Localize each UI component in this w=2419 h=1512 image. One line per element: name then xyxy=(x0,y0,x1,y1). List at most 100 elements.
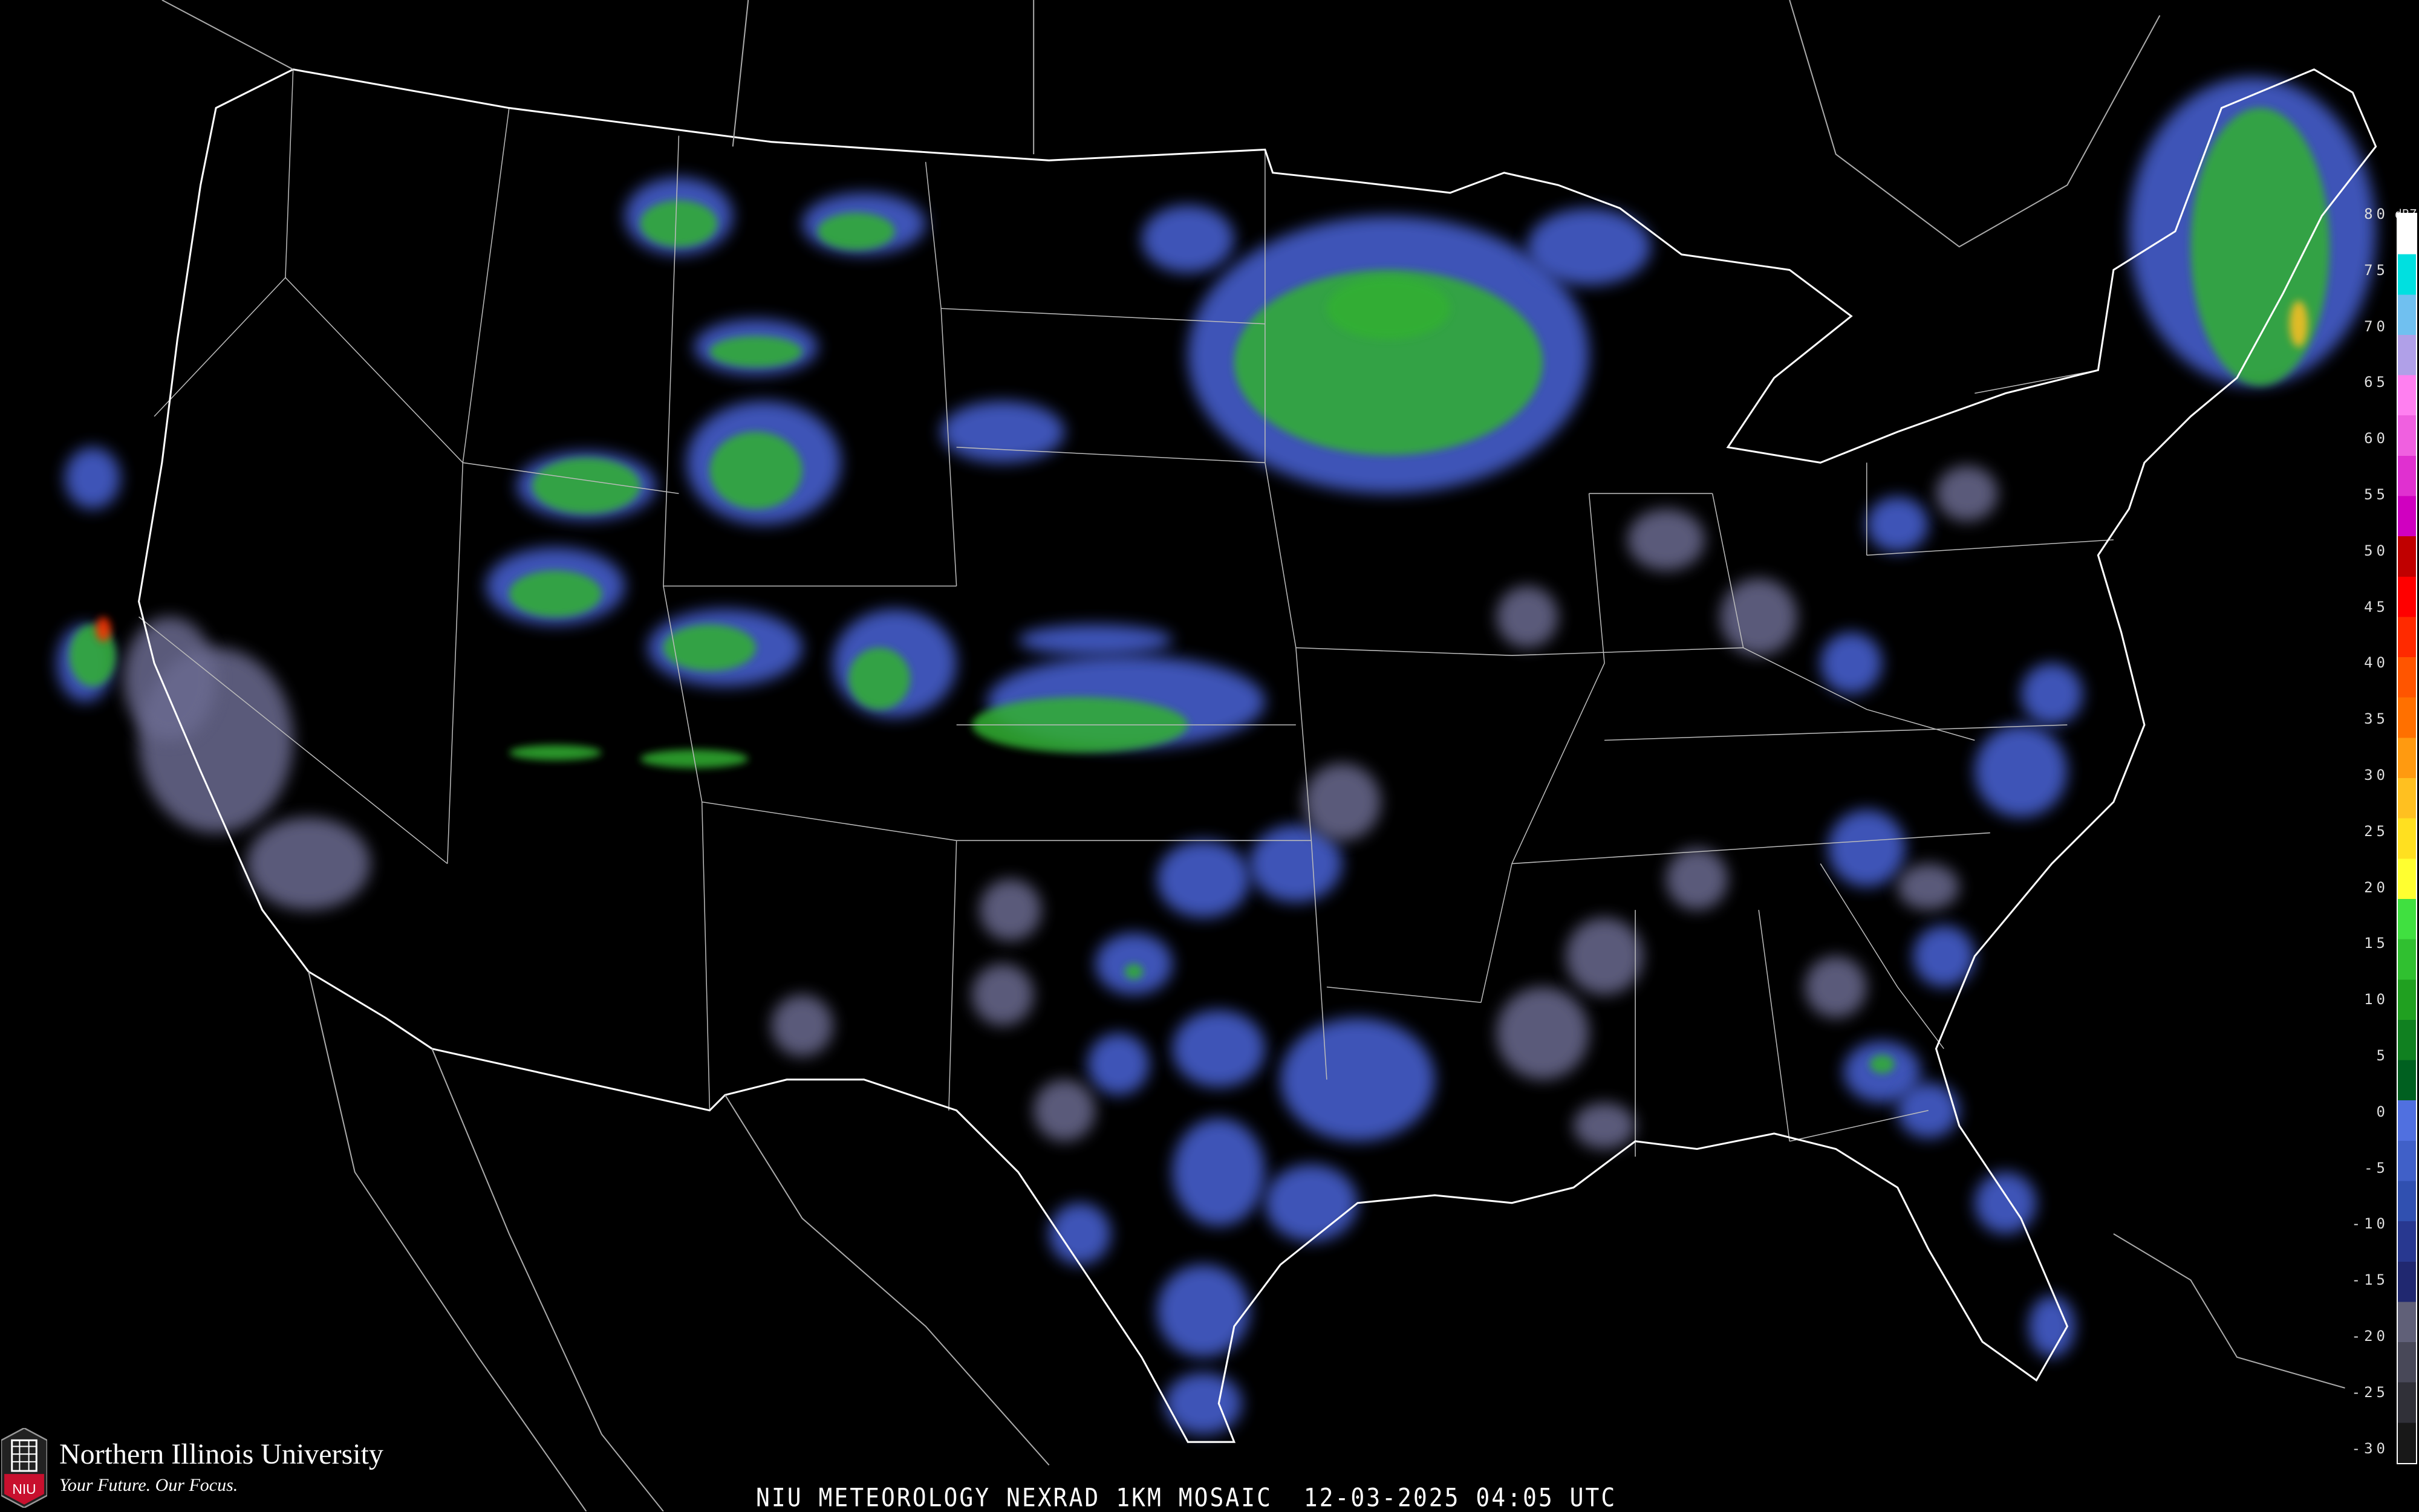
radar-echo-core xyxy=(2289,300,2308,347)
radar-echo xyxy=(1566,917,1643,995)
legend-tick-label: -20 xyxy=(2351,1328,2389,1345)
state-border xyxy=(1820,863,1944,1050)
radar-echo xyxy=(1303,763,1381,841)
radar-echo-core xyxy=(709,432,803,509)
radar-echo-core xyxy=(848,647,911,710)
radar-echo xyxy=(1265,1164,1358,1242)
legend-tick-label: 60 xyxy=(2364,430,2389,447)
radar-echo-core xyxy=(509,570,602,617)
radar-echo xyxy=(1249,825,1343,903)
state-borders xyxy=(138,69,2114,1157)
state-border xyxy=(702,801,957,1111)
legend-tick-label: -10 xyxy=(2351,1215,2389,1233)
radar-echo-core xyxy=(1234,270,1543,455)
state-border xyxy=(956,447,1265,464)
radar-echo-core xyxy=(509,745,602,761)
state-border xyxy=(941,308,1265,325)
radar-echoes xyxy=(57,77,2376,1435)
radar-echo-core xyxy=(709,336,803,368)
state-border xyxy=(1975,369,2098,394)
state-border xyxy=(1265,149,1312,841)
radar-echo-core xyxy=(818,213,895,250)
radar-echo-core xyxy=(532,458,640,514)
legend-tick-label: -25 xyxy=(2351,1383,2389,1401)
radar-echo xyxy=(1049,1202,1111,1265)
legend-tick-label: -5 xyxy=(2364,1159,2389,1176)
radar-echo xyxy=(1913,925,1975,987)
radar-echo xyxy=(979,879,1041,941)
radar-echo xyxy=(1720,578,1797,656)
legend-tick-label: 25 xyxy=(2364,822,2389,840)
radar-echo xyxy=(1141,205,1234,273)
state-border xyxy=(138,616,448,865)
radar-echo xyxy=(1157,1264,1250,1357)
radar-echo xyxy=(1820,632,1883,694)
legend-tick-label: 30 xyxy=(2364,767,2389,784)
state-border xyxy=(1511,647,1743,656)
radar-echo xyxy=(1574,1102,1636,1149)
radar-echo-core xyxy=(640,200,718,247)
state-border xyxy=(463,462,679,495)
state-border xyxy=(1711,493,1975,741)
radar-echo xyxy=(1034,1079,1096,1141)
state-border xyxy=(447,108,510,864)
radar-echo xyxy=(1897,863,1959,910)
radar-echo xyxy=(1936,466,1998,522)
radar-echo xyxy=(247,817,371,910)
radar-echo xyxy=(2020,663,2083,725)
state-border xyxy=(285,277,463,463)
legend-tick-label: 40 xyxy=(2364,654,2389,672)
radar-echo xyxy=(1496,586,1558,648)
state-border xyxy=(663,135,703,802)
radar-echo-core xyxy=(663,625,756,671)
radar-echo xyxy=(941,401,1065,463)
legend-tick-label: 55 xyxy=(2364,486,2389,503)
radar-echo xyxy=(1165,1372,1242,1435)
radar-echo-core xyxy=(96,617,111,642)
radar-echo-core xyxy=(1326,277,1450,340)
legend-tick-label: 5 xyxy=(2376,1047,2389,1064)
state-border xyxy=(1789,1109,1929,1142)
legend-tick-label: 0 xyxy=(2376,1103,2389,1120)
state-border xyxy=(1326,986,1482,1003)
state-border xyxy=(1480,493,1605,1003)
radar-echo xyxy=(1805,956,1867,1018)
radar-echo xyxy=(1172,1118,1265,1227)
university-name: Northern Illinois University xyxy=(59,1438,383,1470)
us-outline xyxy=(138,68,2377,1443)
radar-echo xyxy=(1087,1033,1150,1095)
radar-echo xyxy=(1280,1017,1435,1141)
state-border xyxy=(1604,724,2068,741)
legend-color-bar xyxy=(2397,213,2417,1464)
radar-echo xyxy=(1627,508,1705,571)
legend-tick-label: 45 xyxy=(2364,598,2389,615)
radar-echo xyxy=(1866,496,1929,553)
legend-tick-label: 75 xyxy=(2364,261,2389,279)
radar-echo-core xyxy=(1124,964,1144,979)
reflectivity-legend: dBZ 80757065605550454035302520151050-5-1… xyxy=(2346,206,2419,1481)
legend-tick-label: 15 xyxy=(2364,935,2389,952)
legend-tick-label: 20 xyxy=(2364,878,2389,896)
tagline: Your Future. Our Focus. xyxy=(59,1475,238,1495)
map-caption: NIU METEOROLOGY NEXRAD 1KM MOSAIC 12-03-… xyxy=(756,1482,1617,1512)
radar-echo xyxy=(123,617,217,741)
legend-tick-label: 35 xyxy=(2364,710,2389,728)
radar-echo xyxy=(1496,987,1589,1080)
legend-tick-label: -15 xyxy=(2351,1271,2389,1289)
state-border xyxy=(1310,840,1327,1080)
state-border xyxy=(1295,647,1512,656)
state-border xyxy=(1511,832,1990,865)
niu-logo: NIU Northern Illinois University Your Fu… xyxy=(0,1428,435,1508)
radar-echo xyxy=(1157,840,1250,918)
legend-tick-label: -30 xyxy=(2351,1439,2389,1457)
radar-echo xyxy=(1828,810,1906,887)
radar-echo xyxy=(771,994,833,1057)
radar-echo xyxy=(972,964,1034,1026)
radar-echo xyxy=(1975,1172,2037,1234)
radar-echo xyxy=(2028,1295,2076,1357)
radar-echo-core xyxy=(1869,1054,1895,1074)
niu-shield-icon: NIU xyxy=(1,1428,47,1508)
legend-tick-label: 70 xyxy=(2364,317,2389,335)
state-border xyxy=(1866,539,2114,556)
